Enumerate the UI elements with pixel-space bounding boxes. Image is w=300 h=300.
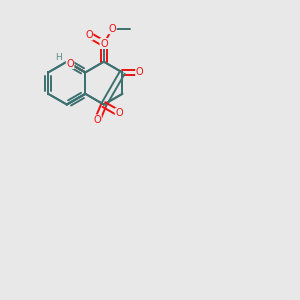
Text: O: O — [85, 30, 93, 40]
Text: O: O — [66, 59, 74, 69]
Text: O: O — [109, 24, 116, 34]
Text: O: O — [94, 115, 101, 125]
Text: O: O — [100, 38, 108, 49]
Text: O: O — [115, 108, 123, 118]
Text: O: O — [136, 68, 143, 77]
Text: H: H — [56, 53, 62, 62]
